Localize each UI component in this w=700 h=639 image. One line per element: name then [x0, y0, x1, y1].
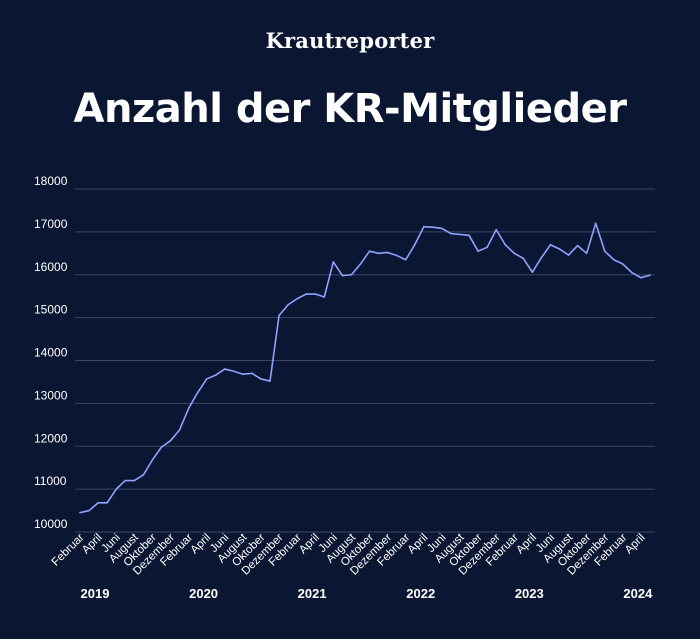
data-point — [305, 293, 307, 295]
data-point — [368, 250, 371, 252]
data-point — [404, 258, 407, 261]
year-label: 2019 — [81, 586, 110, 601]
data-point — [88, 509, 90, 512]
data-point — [649, 274, 651, 276]
data-point — [160, 446, 163, 448]
y-tick-label: 16000 — [34, 260, 68, 274]
data-point — [133, 479, 136, 482]
data-point — [386, 251, 389, 254]
y-tick-label: 18000 — [34, 174, 68, 188]
data-point — [594, 222, 597, 225]
data-point — [260, 378, 262, 380]
data-point — [106, 502, 108, 504]
data-point — [278, 314, 280, 317]
data-point — [359, 263, 362, 265]
data-point — [314, 293, 317, 295]
data-point — [477, 250, 479, 252]
year-label: 2021 — [298, 586, 327, 601]
data-point — [540, 256, 543, 259]
data-point — [205, 378, 208, 380]
series-line-layer — [79, 222, 651, 514]
y-tick-label: 13000 — [34, 388, 68, 402]
data-point — [323, 296, 326, 298]
data-point — [558, 248, 561, 250]
y-tick-label: 14000 — [34, 346, 68, 360]
data-point — [142, 474, 145, 476]
data-point — [576, 244, 579, 247]
chart-title: Anzahl der KR-Mitglieder — [73, 86, 627, 132]
series-line — [79, 222, 651, 514]
data-point — [522, 257, 525, 260]
data-point — [124, 479, 127, 482]
data-point — [79, 511, 81, 514]
data-point — [287, 303, 289, 306]
data-point — [441, 227, 443, 230]
data-point — [622, 263, 624, 265]
data-point — [450, 232, 452, 235]
y-tick-label: 12000 — [34, 431, 68, 445]
year-labels: 2019 2020 2021 2022 2023 2024 — [81, 586, 654, 601]
data-point — [296, 297, 298, 300]
data-point — [269, 380, 271, 382]
data-point — [513, 252, 516, 255]
data-point — [97, 502, 99, 504]
data-point — [178, 429, 181, 431]
data-point — [504, 243, 507, 246]
y-tick-label: 11000 — [34, 474, 67, 488]
data-point — [151, 459, 154, 461]
data-point — [432, 226, 434, 228]
grid-lines — [75, 188, 655, 533]
data-point — [423, 225, 425, 228]
data-point — [214, 374, 217, 376]
data-point — [640, 276, 642, 279]
data-point — [251, 372, 253, 375]
data-point — [613, 258, 615, 261]
data-point — [350, 273, 353, 276]
y-tick-label: 17000 — [34, 217, 68, 231]
data-point — [377, 252, 380, 255]
data-point — [395, 254, 398, 257]
year-label: 2022 — [406, 586, 435, 601]
data-point — [549, 243, 552, 246]
year-label: 2023 — [515, 586, 544, 601]
data-point — [413, 243, 416, 246]
data-point — [495, 228, 497, 231]
data-point — [631, 271, 633, 274]
data-point — [223, 368, 226, 370]
y-tick-label: 10000 — [34, 517, 68, 531]
data-point — [459, 233, 461, 236]
data-point — [486, 246, 488, 249]
data-point — [468, 234, 470, 237]
data-point — [233, 370, 235, 373]
data-point — [115, 488, 117, 490]
data-point — [603, 250, 606, 252]
data-point — [341, 274, 344, 277]
data-point — [169, 439, 172, 442]
data-point — [187, 407, 190, 410]
y-tick-label: 15000 — [34, 303, 68, 317]
year-label: 2024 — [623, 586, 653, 601]
brand-logo: Krautreporter — [265, 28, 435, 53]
x-tick-label: April — [623, 532, 648, 557]
data-point — [567, 254, 570, 256]
x-axis-ticks: FebruarAprilJuniAugustOktoberDezemberFeb… — [50, 531, 648, 578]
data-point — [332, 261, 335, 263]
data-point — [196, 391, 199, 394]
year-label: 2020 — [189, 586, 218, 601]
y-axis-ticks: 10000 11000 12000 13000 14000 15000 16000 17000… — [34, 174, 68, 531]
data-point — [242, 373, 244, 376]
data-point — [531, 271, 534, 273]
data-point — [585, 252, 588, 255]
